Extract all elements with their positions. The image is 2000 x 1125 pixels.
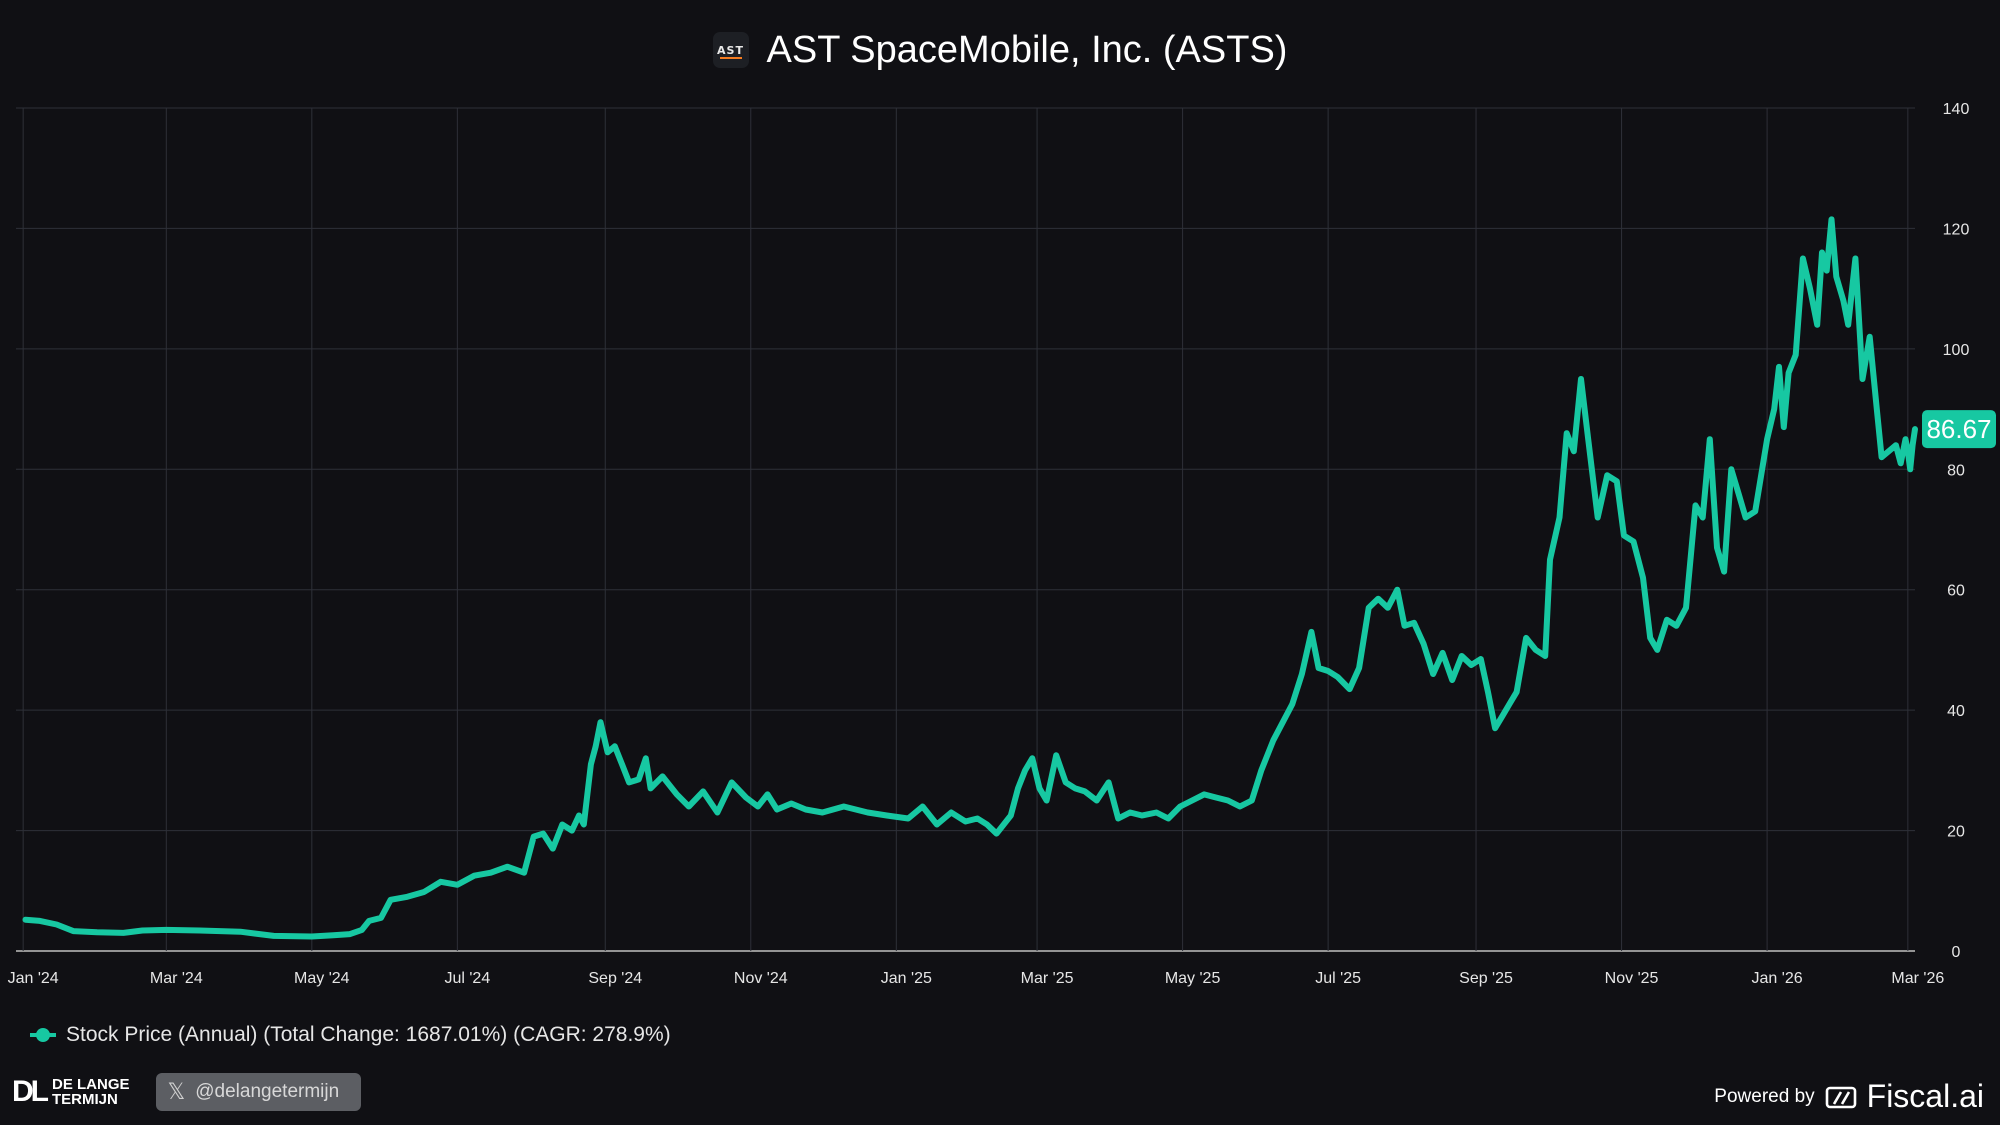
y-tick-label: 20 xyxy=(1947,824,1965,841)
chart-title: AST SpaceMobile, Inc. (ASTS) xyxy=(766,28,1288,71)
x-tick-label: Sep '25 xyxy=(1459,970,1513,987)
company-logo-text: AST xyxy=(717,43,744,57)
de-lange-termijn-logo: DL DE LANGE TERMIJN xyxy=(12,1075,130,1109)
x-handle-badge[interactable]: 𝕏 @delangetermijn xyxy=(155,1073,362,1111)
dl-logo-mark: DL xyxy=(12,1075,49,1108)
x-tick-label: Nov '24 xyxy=(734,970,788,987)
x-tick-label: Jan '25 xyxy=(881,970,932,987)
stock-price-chart: 0 20 40 60 80 100 120 140 Jan '24 Mar '24 May '24 J… xyxy=(8,101,1996,987)
legend-swatch-icon xyxy=(30,1028,56,1042)
price-line xyxy=(22,216,1918,940)
powered-by-label: Powered by xyxy=(1714,1085,1815,1107)
y-tick-label: 100 xyxy=(1943,342,1970,359)
legend-label: Stock Price (Annual) (Total Change: 1687… xyxy=(66,1023,671,1046)
x-logo-icon: 𝕏 xyxy=(167,1079,186,1105)
y-tick-label: 140 xyxy=(1943,101,1970,118)
brand-line-1: DE LANGE xyxy=(52,1076,130,1093)
last-value-badge xyxy=(1922,410,1996,449)
chart-legend[interactable]: Stock Price (Annual) (Total Change: 1687… xyxy=(30,1020,671,1050)
x-tick-label: Mar '25 xyxy=(1021,970,1074,987)
powered-by: Powered by Fiscal.ai xyxy=(1714,1078,1984,1115)
x-tick-label: Nov '25 xyxy=(1605,970,1659,987)
fiscal-ai-wordmark: Fiscal.ai xyxy=(1866,1078,1984,1114)
x-tick-label: Jan '26 xyxy=(1752,970,1803,987)
x-tick-label: Sep '24 xyxy=(588,970,642,987)
x-tick-label: Jul '24 xyxy=(444,970,490,987)
y-tick-label: 60 xyxy=(1947,583,1965,600)
x-tick-label: May '24 xyxy=(294,970,350,987)
y-tick-label: 40 xyxy=(1947,703,1965,720)
company-logo-icon: AST xyxy=(712,32,749,68)
brand-line-2: TERMIJN xyxy=(52,1091,118,1108)
x-tick-label: Jan '24 xyxy=(8,970,59,987)
x-tick-label: May '25 xyxy=(1165,970,1221,987)
y-tick-label: 0 xyxy=(1952,944,1961,961)
last-value-label: 86.67 xyxy=(1926,414,1991,444)
y-tick-label: 80 xyxy=(1947,462,1965,479)
chart-header: AST AST SpaceMobile, Inc. (ASTS) xyxy=(0,22,2000,78)
x-handle-text: @delangetermijn xyxy=(195,1081,340,1102)
y-tick-label: 120 xyxy=(1943,221,1970,238)
x-tick-label: Jul '25 xyxy=(1315,970,1361,987)
x-tick-label: Mar '26 xyxy=(1891,970,1944,987)
footer-brand: DL DE LANGE TERMIJN 𝕏 @delangetermijn xyxy=(12,1073,362,1111)
x-tick-label: Mar '24 xyxy=(150,970,203,987)
fiscal-logo-icon xyxy=(1825,1086,1856,1108)
